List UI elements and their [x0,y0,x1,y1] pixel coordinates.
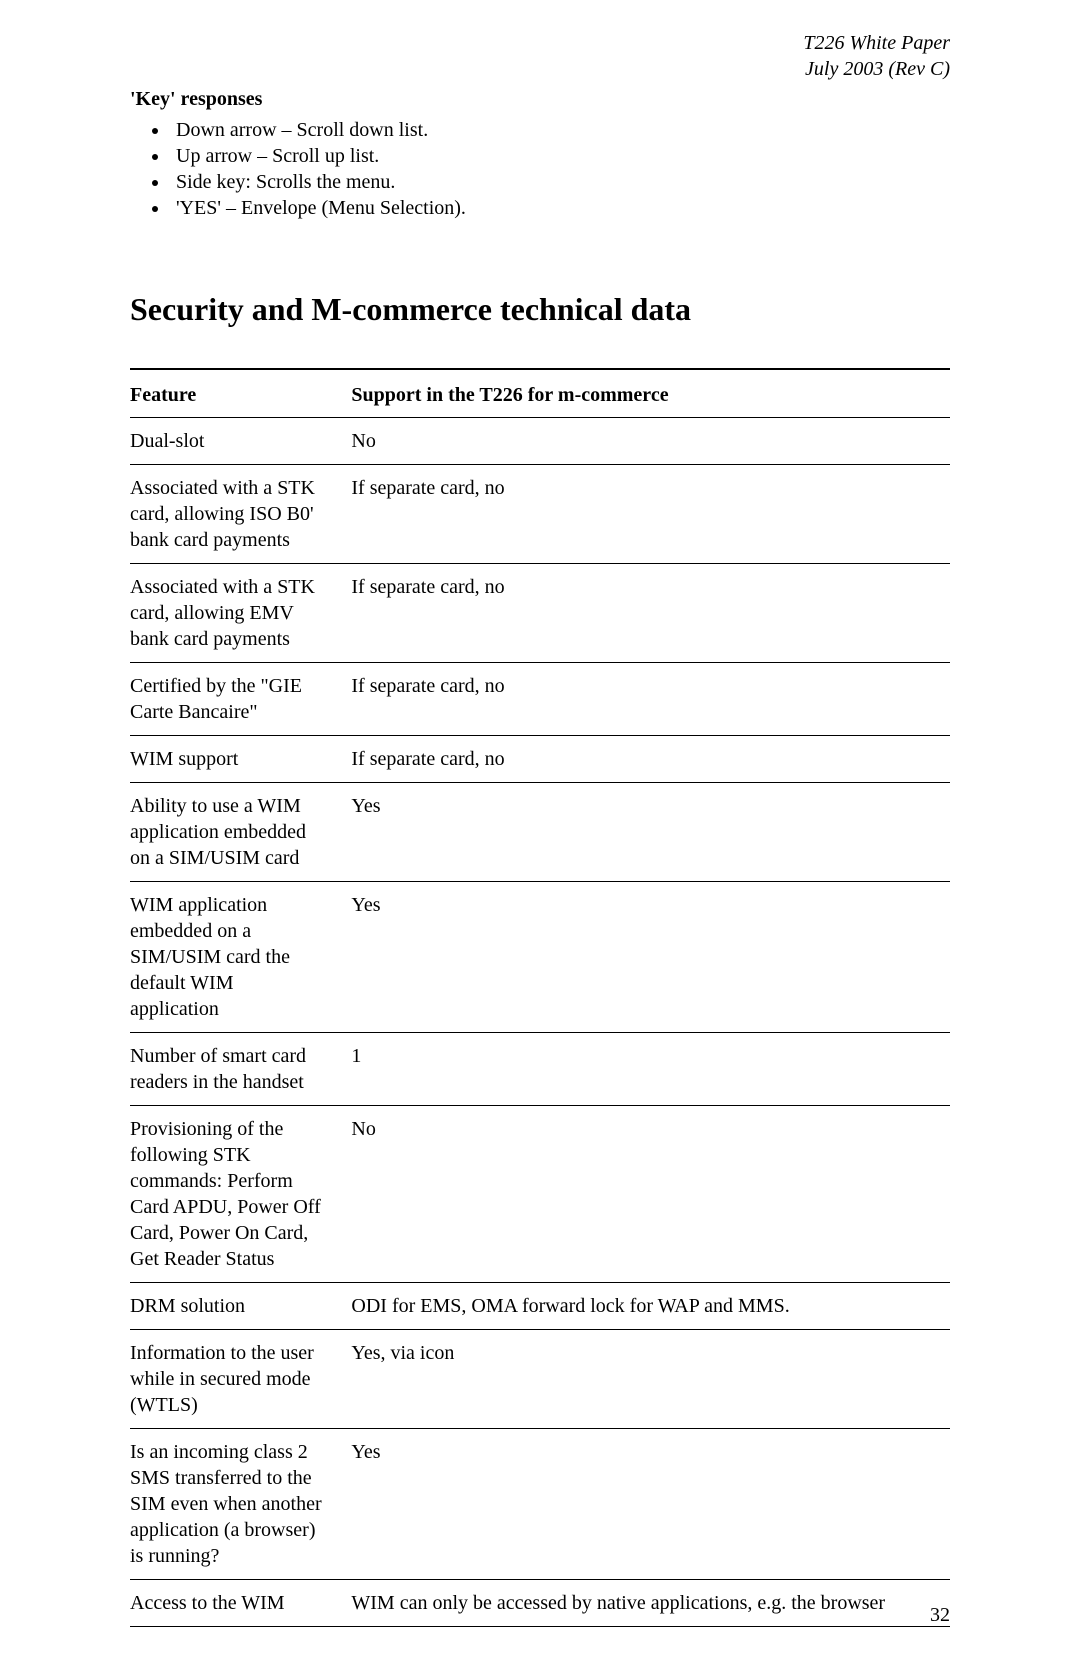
cell-feature: Access to the WIM [130,1580,351,1627]
section-title: Security and M-commerce technical data [130,291,950,328]
cell-feature: Associated with a STK card, allowing EMV… [130,564,351,663]
table-row: Access to the WIM WIM can only be access… [130,1580,950,1627]
table-row: DRM solution ODI for EMS, OMA forward lo… [130,1283,950,1330]
column-header-feature: Feature [130,369,351,418]
cell-support: 1 [351,1033,950,1106]
column-header-support: Support in the T226 for m-commerce [351,369,950,418]
cell-feature: Certified by the "GIE Carte Bancaire" [130,663,351,736]
cell-support: Yes [351,882,950,1033]
table-row: WIM support If separate card, no [130,736,950,783]
mcommerce-table: Feature Support in the T226 for m-commer… [130,368,950,1627]
table-row: WIM application embedded on a SIM/USIM c… [130,882,950,1033]
cell-feature: Is an incoming class 2 SMS transferred t… [130,1429,351,1580]
cell-support: No [351,418,950,465]
table-row: Provisioning of the following STK comman… [130,1106,950,1283]
header-line-2: July 2003 (Rev C) [130,56,950,82]
list-item: Up arrow – Scroll up list. [170,143,950,169]
table-row: Information to the user while in secured… [130,1330,950,1429]
cell-support: Yes, via icon [351,1330,950,1429]
cell-support: WIM can only be accessed by native appli… [351,1580,950,1627]
page-number: 32 [930,1604,950,1627]
cell-feature: Information to the user while in secured… [130,1330,351,1429]
page: T226 White Paper July 2003 (Rev C) 'Key'… [0,0,1080,1657]
cell-feature: WIM support [130,736,351,783]
cell-support: If separate card, no [351,736,950,783]
cell-feature: Provisioning of the following STK comman… [130,1106,351,1283]
table-row: Is an incoming class 2 SMS transferred t… [130,1429,950,1580]
cell-support: ODI for EMS, OMA forward lock for WAP an… [351,1283,950,1330]
table-row: Ability to use a WIM application embedde… [130,783,950,882]
table-row: Number of smart card readers in the hand… [130,1033,950,1106]
cell-support: Yes [351,1429,950,1580]
cell-support: If separate card, no [351,663,950,736]
cell-feature: Dual-slot [130,418,351,465]
key-responses-title: 'Key' responses [130,88,950,111]
cell-support: If separate card, no [351,564,950,663]
table-row: Associated with a STK card, allowing EMV… [130,564,950,663]
cell-feature: Ability to use a WIM application embedde… [130,783,351,882]
header-line-1: T226 White Paper [130,30,950,56]
table-header-row: Feature Support in the T226 for m-commer… [130,369,950,418]
list-item: Side key: Scrolls the menu. [170,169,950,195]
cell-feature: Number of smart card readers in the hand… [130,1033,351,1106]
list-item: Down arrow – Scroll down list. [170,117,950,143]
cell-support: If separate card, no [351,465,950,564]
key-responses-list: Down arrow – Scroll down list. Up arrow … [170,117,950,221]
list-item: 'YES' – Envelope (Menu Selection). [170,195,950,221]
table-row: Dual-slot No [130,418,950,465]
page-header: T226 White Paper July 2003 (Rev C) [130,30,950,82]
cell-support: No [351,1106,950,1283]
cell-feature: DRM solution [130,1283,351,1330]
table-row: Associated with a STK card, allowing ISO… [130,465,950,564]
cell-feature: WIM application embedded on a SIM/USIM c… [130,882,351,1033]
table-row: Certified by the "GIE Carte Bancaire" If… [130,663,950,736]
cell-feature: Associated with a STK card, allowing ISO… [130,465,351,564]
cell-support: Yes [351,783,950,882]
